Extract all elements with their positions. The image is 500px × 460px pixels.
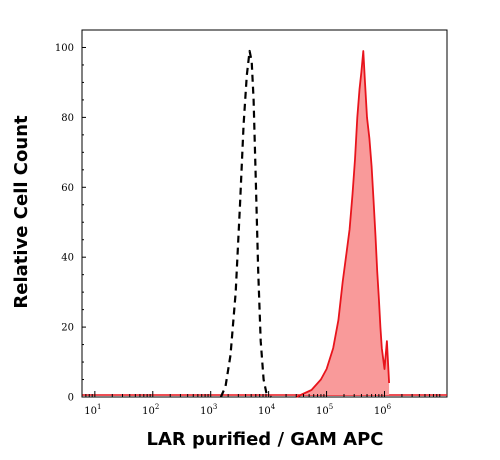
y-axis-ticks: 0 20 40 60 80 100 (55, 43, 86, 404)
plot-frame (81, 29, 448, 398)
y-tick-label: 0 (68, 393, 74, 404)
x-tick-label: 102 (142, 403, 159, 417)
x-tick-label: 101 (84, 403, 101, 417)
x-tick-label: 106 (374, 403, 392, 417)
x-tick-label: 104 (258, 403, 276, 417)
x-axis-ticks: 101 102 103 104 105 106 (81, 391, 441, 417)
y-tick-label: 100 (55, 43, 74, 54)
x-axis-title: LAR purified / GAM APC (146, 429, 383, 450)
data-layer (82, 49, 447, 398)
y-axis-title: Relative Cell Count (11, 115, 32, 309)
y-tick-label: 60 (61, 183, 74, 194)
y-tick-label: 20 (61, 323, 74, 334)
x-tick-label: 105 (316, 403, 333, 417)
series-0-line (219, 49, 272, 398)
y-tick-label: 40 (61, 253, 74, 264)
series-1-area (296, 51, 390, 397)
series-1-line (295, 50, 390, 398)
y-tick-label: 80 (61, 113, 74, 124)
x-tick-label: 103 (200, 403, 217, 417)
